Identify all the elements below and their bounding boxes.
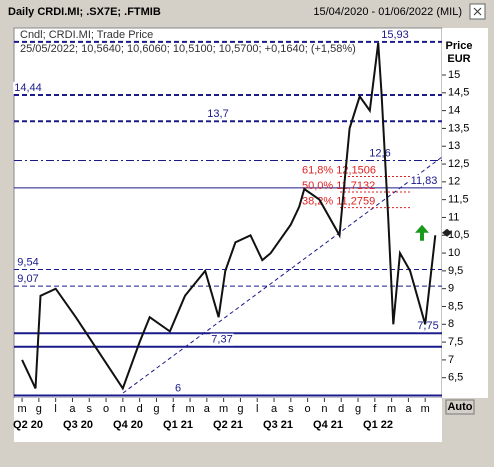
quarter-label: Q1 21 bbox=[163, 419, 193, 431]
chart-title: Daily CRDI.MI; .SX7E; .FTMIB bbox=[8, 6, 161, 18]
quarter-label: Q1 22 bbox=[363, 419, 393, 431]
y-tick-label: 8,5 bbox=[448, 300, 463, 312]
y-tick-label: 11,5 bbox=[448, 194, 469, 206]
y-tick-label: 7 bbox=[448, 354, 454, 366]
y-tick-label: 10,5 bbox=[448, 229, 469, 241]
y-tick-label: 10 bbox=[448, 247, 460, 259]
x-tick-label: m bbox=[17, 403, 26, 415]
x-tick-label: l bbox=[54, 403, 56, 415]
x-tick-label: f bbox=[172, 403, 176, 415]
quarter-label: Q3 21 bbox=[263, 419, 293, 431]
y-tick-label: 8 bbox=[448, 318, 454, 330]
fib-label: 61,8% 12,1506 bbox=[302, 164, 376, 176]
level-label: 9,07 bbox=[17, 273, 38, 285]
x-tick-label: d bbox=[338, 403, 344, 415]
y-tick-label: 6,5 bbox=[448, 372, 463, 384]
level-label: 6 bbox=[175, 382, 181, 394]
level-label: 15,93 bbox=[381, 29, 409, 41]
level-label: 14,44 bbox=[14, 82, 42, 94]
level-label: 7,75 bbox=[417, 320, 438, 332]
x-tick-label: g bbox=[237, 403, 243, 415]
close-icon bbox=[473, 7, 482, 16]
x-tick-label: o bbox=[103, 403, 109, 415]
y-tick-label: 9 bbox=[448, 283, 454, 295]
level-label-bg bbox=[16, 256, 40, 269]
y-tick-label: 11 bbox=[448, 211, 459, 223]
x-tick-label: g bbox=[153, 403, 159, 415]
x-tick-label: a bbox=[405, 403, 412, 415]
level-label: 9,54 bbox=[17, 256, 38, 268]
quarter-label: Q3 20 bbox=[63, 419, 93, 431]
quarter-label: Q4 21 bbox=[313, 419, 343, 431]
x-tick-label: s bbox=[87, 403, 93, 415]
y-tick-label: 7,5 bbox=[448, 336, 463, 348]
fib-label: 38,2% 11,2759 bbox=[302, 196, 375, 208]
x-tick-label: g bbox=[36, 403, 42, 415]
level-label-bg bbox=[206, 108, 230, 121]
up-arrow bbox=[415, 224, 429, 241]
last-price-marker bbox=[442, 228, 452, 237]
auto-button[interactable] bbox=[445, 399, 475, 415]
x-tick-label: f bbox=[373, 403, 377, 415]
level-label-bg bbox=[380, 28, 410, 41]
quarter-label: Q2 21 bbox=[213, 419, 243, 431]
x-tick-label: n bbox=[321, 403, 327, 415]
y-tick-label: 9,5 bbox=[448, 265, 463, 277]
level-label-bg bbox=[416, 320, 440, 333]
x-tick-label: a bbox=[204, 403, 211, 415]
auto-label: Auto bbox=[447, 401, 472, 413]
level-label-bg bbox=[210, 333, 234, 346]
x-tick-label: s bbox=[288, 403, 294, 415]
y-tick-label: 13 bbox=[448, 140, 460, 152]
y-tick-label: 13,5 bbox=[448, 122, 469, 134]
price-line bbox=[21, 42, 437, 391]
y-tick-label: 12,5 bbox=[448, 158, 469, 170]
level-label: 7,37 bbox=[211, 334, 232, 346]
y-tick-label: 12 bbox=[448, 176, 460, 188]
level-label-bg bbox=[13, 81, 43, 94]
y-tick-label: 14,5 bbox=[448, 87, 469, 99]
legend-line: 25/05/2022; 10,5640; 10,6060; 10,5100; 1… bbox=[20, 43, 356, 55]
quarter-label: Q4 20 bbox=[113, 419, 143, 431]
level-label-bg bbox=[16, 273, 40, 286]
x-tick-label: m bbox=[421, 403, 430, 415]
y-axis-label: Price bbox=[446, 40, 473, 52]
x-tick-label: n bbox=[120, 403, 126, 415]
level-label-bg bbox=[173, 382, 183, 395]
x-tick-label: d bbox=[137, 403, 143, 415]
x-tick-label: a bbox=[69, 403, 76, 415]
trendline bbox=[122, 156, 443, 394]
y-axis-unit: EUR bbox=[447, 53, 470, 65]
date-range: 15/04/2020 - 01/06/2022 (MIL) bbox=[313, 6, 462, 18]
level-label-bg bbox=[409, 174, 439, 187]
x-tick-label: m bbox=[219, 403, 228, 415]
x-tick-label: m bbox=[185, 403, 194, 415]
legend-line: Cndl; CRDI.MI; Trade Price bbox=[20, 29, 153, 41]
x-tick-label: l bbox=[256, 403, 258, 415]
level-label: 11,83 bbox=[411, 175, 438, 187]
x-tick-label: o bbox=[305, 403, 311, 415]
level-label: 12,6 bbox=[369, 147, 390, 159]
x-axis-area bbox=[14, 398, 442, 442]
y-axis-area bbox=[442, 28, 488, 398]
fib-label: 50,0% 11,7132 bbox=[302, 180, 375, 192]
quarter-label: Q2 20 bbox=[13, 419, 43, 431]
x-tick-label: a bbox=[271, 403, 278, 415]
x-tick-label: g bbox=[355, 403, 361, 415]
y-tick-label: 14 bbox=[448, 105, 460, 117]
x-tick-label: m bbox=[387, 403, 396, 415]
y-tick-label: 15 bbox=[448, 69, 460, 81]
level-label: 13,7 bbox=[207, 108, 228, 120]
